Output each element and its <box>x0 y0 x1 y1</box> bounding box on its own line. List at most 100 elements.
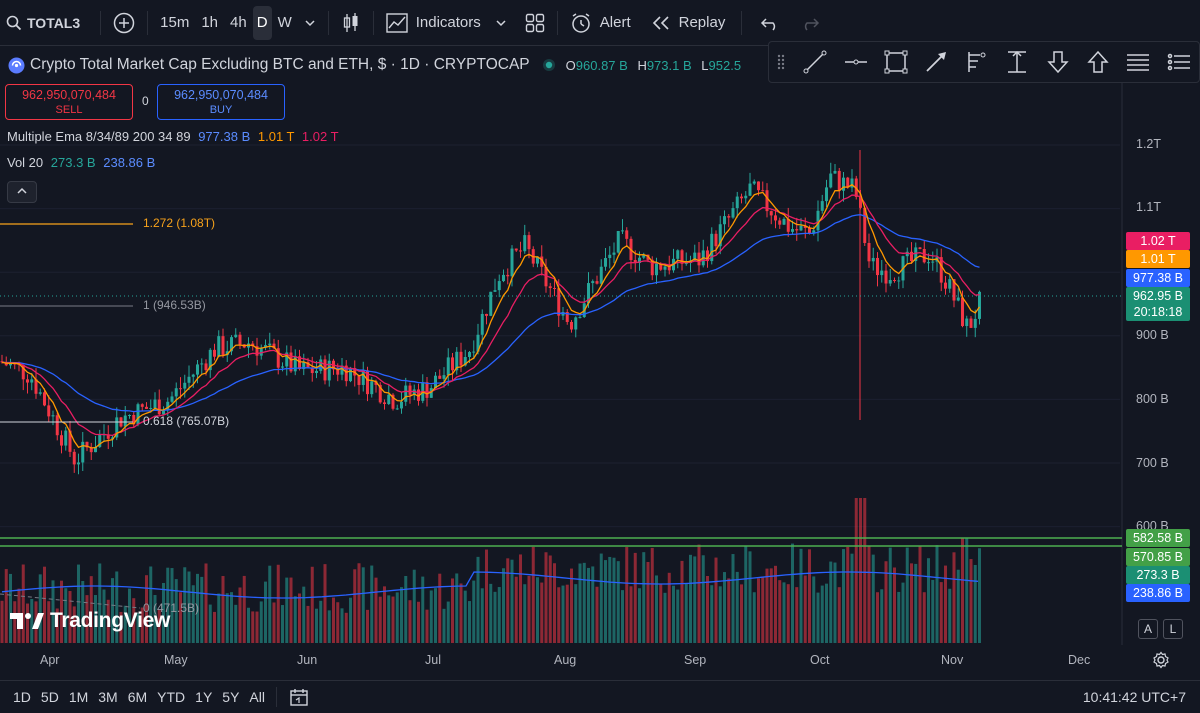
volume-bar <box>234 604 238 643</box>
candle-body <box>888 280 892 284</box>
low-value: 952.5 <box>708 57 742 73</box>
range-1m[interactable]: 1M <box>68 689 89 705</box>
candle-body <box>650 259 654 276</box>
candle-body <box>472 351 476 353</box>
undo-button[interactable] <box>754 6 786 40</box>
arrow-tool[interactable] <box>916 44 956 80</box>
chart-settings-button[interactable] <box>1152 651 1170 674</box>
price-tick: 700 B <box>1136 456 1169 470</box>
interval-w[interactable]: W <box>277 14 292 31</box>
volume-bar <box>136 612 140 643</box>
more-tools[interactable] <box>1159 44 1199 80</box>
volume-ma-label: 238.86 B <box>1126 584 1190 602</box>
volume-bar <box>672 585 675 643</box>
volume-bar <box>404 576 408 643</box>
range-6m[interactable]: 6M <box>127 689 148 705</box>
ema-mid-line <box>1 183 981 449</box>
volume-bar <box>850 553 854 643</box>
ema-slow-line <box>1 194 980 437</box>
volume-legend[interactable]: Vol 20 273.3 B 238.86 B <box>7 155 155 170</box>
candle-body <box>599 266 603 284</box>
candle-body <box>918 247 922 249</box>
interval-dropdown[interactable] <box>298 6 322 40</box>
buy-button[interactable]: 962,950,070,484 BUY <box>157 84 285 120</box>
chart-type-button[interactable] <box>335 6 367 40</box>
volume-bar <box>808 549 811 643</box>
trend-line-tool[interactable] <box>795 44 835 80</box>
price-chart[interactable] <box>0 46 1200 680</box>
volume-bar <box>238 587 242 643</box>
volume-now-label: 273.3 B <box>1126 566 1190 584</box>
volume-bar <box>833 562 837 643</box>
candle-body <box>476 334 480 352</box>
candle-body <box>400 401 403 409</box>
candle-body <box>897 280 901 282</box>
chevron-down-icon <box>304 17 316 29</box>
arrow-up-tool[interactable] <box>1078 44 1118 80</box>
volume-bar <box>859 498 862 643</box>
volume-bar <box>417 601 420 643</box>
range-ytd[interactable]: YTD <box>157 689 186 705</box>
interval-d[interactable]: D <box>252 5 272 40</box>
candle-body <box>952 279 956 301</box>
arrow-down-icon <box>1045 49 1071 75</box>
range-all[interactable]: All <box>249 689 265 705</box>
fib-retracement-tool[interactable] <box>957 44 997 80</box>
range-1y[interactable]: 1Y <box>195 689 213 705</box>
candle-body <box>527 235 531 250</box>
tradingview-logo[interactable]: TradingView <box>10 609 170 633</box>
candle-body <box>744 195 748 199</box>
replay-button[interactable]: Replay <box>645 6 732 40</box>
volume-bar <box>412 569 416 643</box>
range-1d[interactable]: 1D <box>13 689 31 705</box>
layouts-button[interactable] <box>519 6 551 40</box>
volume-bar <box>47 601 51 643</box>
log-scale-button[interactable]: L <box>1163 619 1183 639</box>
candle-body <box>468 352 471 357</box>
collapse-legend-button[interactable] <box>7 181 37 203</box>
divider <box>327 10 329 35</box>
price-range-tool[interactable] <box>997 44 1037 80</box>
candle-body <box>140 404 144 407</box>
symbol-name: TOTAL3 <box>27 14 81 31</box>
volume-bar <box>587 567 590 643</box>
indicators-button[interactable]: Indicators <box>380 6 513 40</box>
timezone-clock[interactable]: 10:41:42 UTC+7 <box>1082 689 1186 705</box>
range-5y[interactable]: 5Y <box>222 689 240 705</box>
price-tick: 1.1T <box>1136 200 1162 214</box>
rewind-icon <box>651 15 671 31</box>
horizontal-line-tool[interactable] <box>835 44 875 80</box>
candle-body <box>816 210 820 231</box>
goto-date-button[interactable] <box>289 687 309 707</box>
compare-button[interactable] <box>107 6 141 40</box>
range-5d[interactable]: 5D <box>40 689 59 705</box>
candle-body <box>608 254 612 259</box>
volume-bar <box>302 586 306 643</box>
fib-label-1272: 1.272 (1.08T) <box>143 216 216 230</box>
range-3m[interactable]: 3M <box>98 689 118 705</box>
candle-body <box>927 262 930 264</box>
text-tool[interactable] <box>1118 44 1158 80</box>
candle-body <box>680 250 684 264</box>
volume-bar <box>485 549 488 643</box>
interval-4h[interactable]: 4h <box>230 14 247 31</box>
interval-1h[interactable]: 1h <box>201 14 219 31</box>
interval-15m[interactable]: 15m <box>160 14 190 31</box>
volume-bar <box>910 563 913 643</box>
candle-body <box>391 394 395 409</box>
alert-button[interactable]: Alert <box>564 6 637 40</box>
candle-body <box>60 435 63 446</box>
sell-button[interactable]: 962,950,070,484 SELL <box>5 84 133 120</box>
divider <box>147 10 149 35</box>
auto-scale-button[interactable]: A <box>1138 619 1158 639</box>
candle-body <box>145 406 148 409</box>
ema-legend[interactable]: Multiple Ema 8/34/89 200 34 89 977.38 B … <box>7 129 339 144</box>
rectangle-tool[interactable] <box>876 44 916 80</box>
drag-handle-icon[interactable] <box>777 54 785 70</box>
volume-bar <box>650 547 654 643</box>
symbol-search[interactable]: TOTAL3 <box>0 6 86 40</box>
redo-button[interactable] <box>794 6 826 40</box>
volume-bar <box>812 576 816 643</box>
candle-body <box>221 336 225 356</box>
arrow-down-tool[interactable] <box>1037 44 1077 80</box>
